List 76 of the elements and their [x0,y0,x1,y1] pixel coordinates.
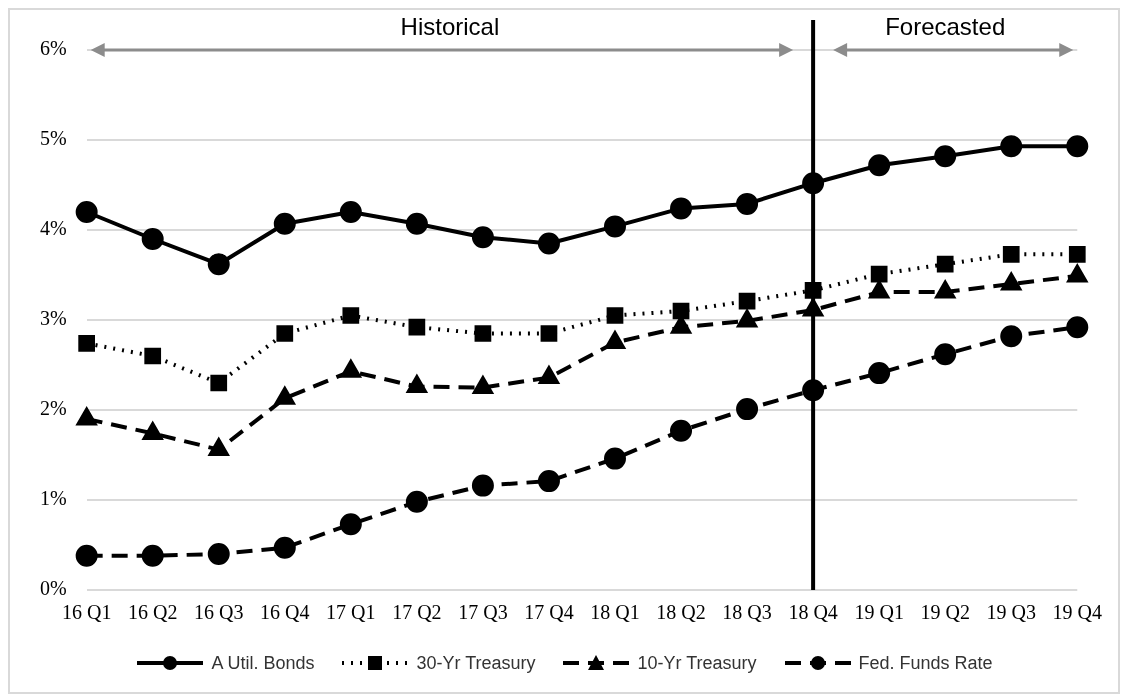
x-tick-label: 19 Q4 [1052,601,1102,624]
point [870,265,888,283]
y-tick-label: 5% [39,127,67,150]
x-tick-label: 17 Q1 [326,601,376,624]
point [540,325,558,342]
point [1001,273,1022,291]
x-tick-label: 17 Q4 [524,601,574,624]
legend-label: A Util. Bonds [211,652,315,674]
x-tick-label: 19 Q2 [920,601,970,624]
y-tick-label: 2% [39,397,67,420]
point [474,325,492,342]
y-tick-label: 3% [39,307,67,330]
point [471,474,494,497]
text: Historical [400,12,500,40]
point [934,343,957,366]
point [78,335,96,352]
point [1002,245,1020,263]
point [603,215,626,238]
point [210,374,228,392]
legend-label: 30-Yr Treasury [416,652,536,674]
point [537,470,560,493]
point [144,347,162,365]
point [1000,135,1023,158]
x-tick-label: 18 Q3 [722,601,772,624]
text: Forecasted [885,12,1006,40]
point [207,543,230,565]
point [408,318,426,336]
point [339,201,362,223]
point [471,226,494,249]
point [75,201,98,223]
point [936,255,954,273]
point [405,212,428,235]
point [868,154,891,177]
point [1068,245,1086,263]
point [670,419,693,442]
point [342,307,360,324]
point [141,228,164,250]
point [76,408,97,426]
point [736,398,759,421]
x-tick-label: 18 Q2 [656,601,706,624]
legend-label: Fed. Funds Rate [858,652,993,674]
point [1066,135,1089,158]
point [1066,316,1089,339]
point [670,197,693,220]
point [141,544,164,567]
x-tick-label: 16 Q3 [194,601,244,624]
x-tick-label: 19 Q1 [854,601,904,624]
y-tick-label: 0% [39,577,67,600]
point [339,513,362,536]
point [1000,325,1023,348]
y-tick-label: 6% [39,37,67,60]
x-tick-label: 18 Q4 [788,601,838,624]
x-tick-label: 16 Q1 [61,601,112,624]
point [934,145,957,168]
point [738,292,756,310]
point [273,212,296,235]
x-tick-label: 16 Q4 [260,601,310,624]
x-tick-label: 17 Q3 [458,601,508,624]
y-tick-label: 1% [39,487,67,510]
point [537,232,560,255]
legend-label: 10-Yr Treasury [637,652,757,674]
point [672,302,690,320]
point [273,536,296,559]
x-tick-label: 18 Q1 [590,601,640,624]
x-tick-label: 16 Q2 [127,601,178,624]
point [606,307,624,324]
x-tick-label: 17 Q2 [392,601,442,624]
point [276,325,294,342]
point [736,192,759,215]
point [207,253,230,276]
x-tick-label: 19 Q3 [986,601,1036,624]
y-tick-label: 4% [39,217,67,240]
point [868,362,891,385]
point [603,447,626,470]
point [405,490,428,513]
point [75,544,98,567]
